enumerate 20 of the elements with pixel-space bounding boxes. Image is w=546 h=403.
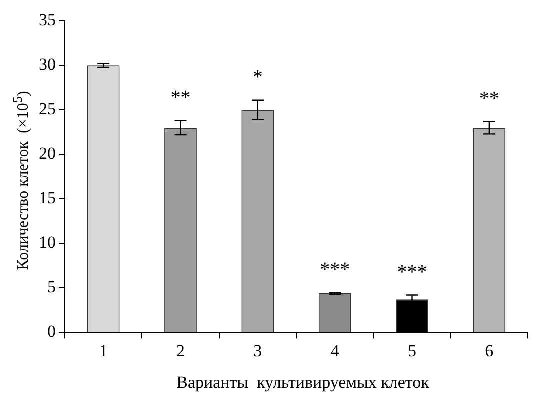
annotation: * <box>252 66 263 89</box>
y-tick-label: 0 <box>48 322 56 342</box>
x-axis-title: Варианты культивируемых клеток <box>176 373 430 393</box>
annotation: *** <box>397 261 428 284</box>
y-tick-label: 30 <box>39 55 56 74</box>
x-tick-label: 3 <box>254 341 262 360</box>
y-tick-label: 35 <box>39 10 56 30</box>
x-tick-label: 6 <box>485 341 494 360</box>
y-tick-label: 15 <box>39 188 56 208</box>
x-tick-label: 5 <box>408 341 416 360</box>
x-tick-label: 4 <box>330 341 340 360</box>
y-tick-label: 20 <box>39 144 56 164</box>
annotation: ** <box>170 87 191 110</box>
x-tick-label: 1 <box>99 341 108 360</box>
annotation: *** <box>320 258 350 281</box>
y-tick-label: 5 <box>48 278 56 297</box>
y-tick-label: 25 <box>39 100 56 119</box>
x-tick-label: 2 <box>176 341 185 360</box>
annotation: ** <box>479 88 500 110</box>
y-tick-label: 10 <box>39 233 56 252</box>
